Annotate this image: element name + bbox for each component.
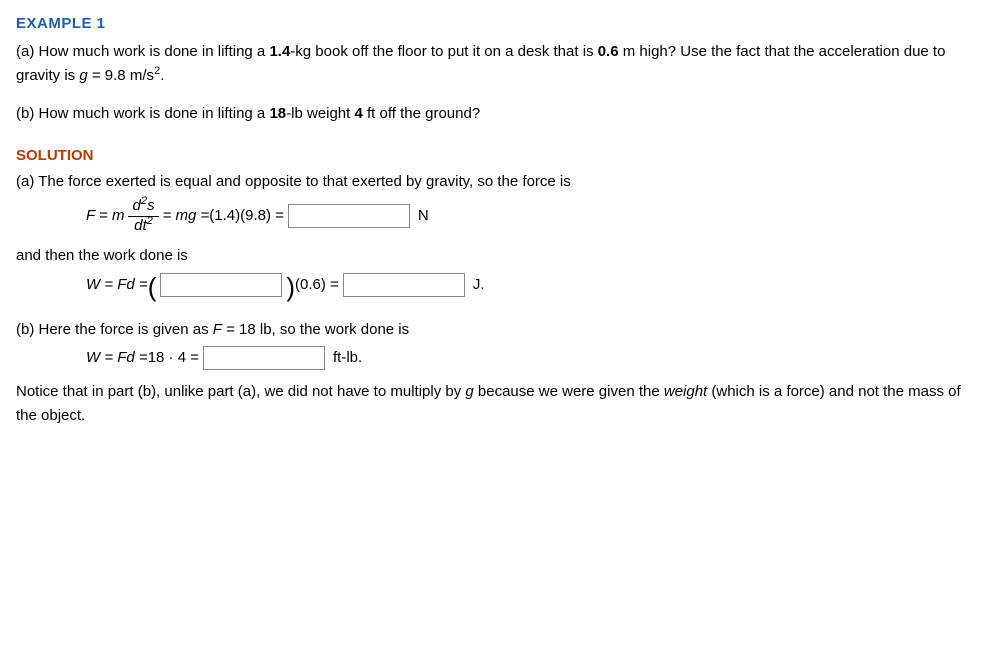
g-variable: g: [465, 383, 473, 400]
text: (a) How much work is done in lifting a: [16, 43, 269, 60]
solution-a-intro: (a) The force exerted is equal and oppos…: [16, 170, 976, 194]
g-variable: g: [79, 67, 87, 84]
work-answer-blank[interactable]: [343, 273, 465, 297]
text: = 18 lb,: [222, 321, 276, 338]
text: ft off the ground?: [363, 105, 480, 122]
closing-note: Notice that in part (b), unlike part (a)…: [16, 380, 976, 428]
text: Notice that in part (b), unlike part (a)…: [16, 383, 465, 400]
text: (b) Here the force is given as: [16, 321, 213, 338]
weight-term: weight: [664, 383, 707, 400]
force-answer-blank[interactable]: [288, 204, 410, 228]
solution-heading: SOLUTION: [16, 144, 976, 168]
height-value: 0.6: [598, 43, 619, 60]
text: (b) How much work is done in lifting a: [16, 105, 269, 122]
fraction-numerator: d2s: [128, 198, 158, 217]
eq-lhs: W = Fd =: [86, 346, 148, 370]
part-b-question: (b) How much work is done in lifting a 1…: [16, 102, 976, 126]
close-paren: ): [286, 274, 295, 300]
unit-ftlb: ft-lb.: [333, 346, 362, 370]
example-heading: EXAMPLE 1: [16, 12, 976, 36]
fraction-d2s-dt2: d2s dt2: [128, 198, 158, 234]
text: = 9.8 m/s: [88, 67, 154, 84]
eq-numbers: (1.4)(9.8) =: [209, 204, 284, 228]
part-a-question: (a) How much work is done in lifting a 1…: [16, 40, 976, 88]
distance-value: 4: [355, 105, 363, 122]
weight-value: 18: [269, 105, 286, 122]
work-intro: and then the work done is: [16, 244, 976, 268]
unit-joule: J.: [473, 273, 485, 297]
work-b-answer-blank[interactable]: [203, 346, 325, 370]
eq-height: (0.6) =: [295, 273, 339, 297]
eq-mid: = mg =: [163, 204, 210, 228]
force-equation: F = m d2s dt2 = mg = (1.4)(9.8) = N: [86, 198, 976, 234]
eq-lhs: F = m: [86, 204, 124, 228]
text: so the work done is: [276, 321, 409, 338]
open-paren: (: [148, 274, 157, 300]
unit-newton: N: [418, 204, 429, 228]
eq-lhs: W = Fd =: [86, 273, 148, 297]
work-equation-b: W = Fd = 18 · 4 = ft-lb.: [86, 346, 976, 370]
f-variable: F: [213, 321, 222, 338]
eq-numbers: 18 · 4 =: [148, 346, 199, 370]
text: -lb weight: [286, 105, 354, 122]
text: because we were given the: [474, 383, 664, 400]
work-force-blank[interactable]: [160, 273, 282, 297]
text: .: [160, 67, 164, 84]
work-equation-a: W = Fd = ( ) (0.6) = J.: [86, 272, 976, 298]
mass-value: 1.4: [269, 43, 290, 60]
fraction-denominator: dt2: [130, 217, 157, 235]
text: -kg book off the floor to put it on a de…: [290, 43, 597, 60]
solution-b-intro: (b) Here the force is given as F = 18 lb…: [16, 318, 976, 342]
